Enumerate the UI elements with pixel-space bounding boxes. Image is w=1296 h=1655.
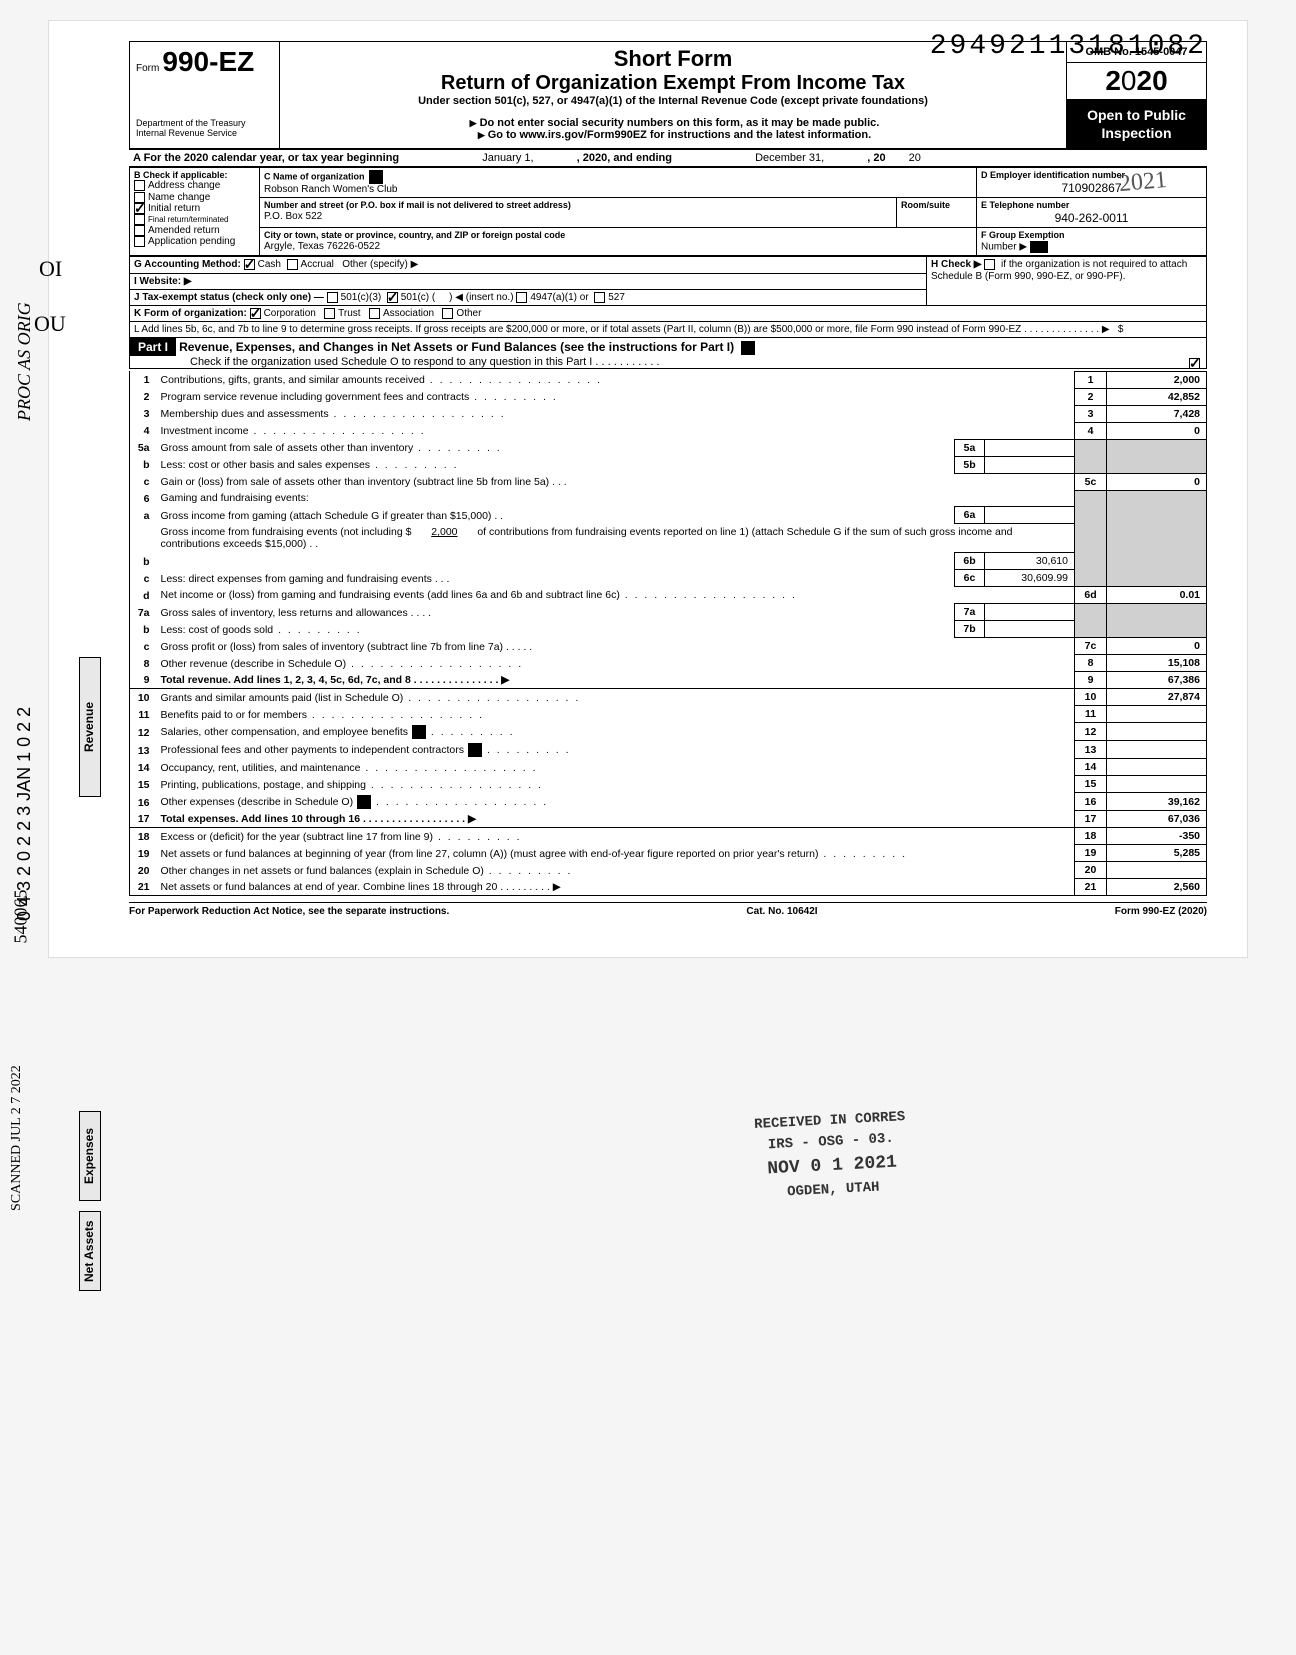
phone-value: 940-262-0011 xyxy=(981,211,1202,225)
group-exemption-num: Number ▶ xyxy=(981,242,1027,253)
chk-501c[interactable] xyxy=(387,292,398,303)
box-d-label: D Employer identification number xyxy=(981,170,1125,180)
chk-other-org[interactable] xyxy=(442,308,453,319)
under-section: Under section 501(c), 527, or 4947(a)(1)… xyxy=(286,95,1060,107)
city-value: Argyle, Texas 76226-0522 xyxy=(264,241,380,252)
box-e-label: E Telephone number xyxy=(981,200,1069,210)
form-ref: Form 990-EZ (2020) xyxy=(1115,906,1207,917)
cat-no: Cat. No. 10642I xyxy=(746,906,817,917)
chk-527[interactable] xyxy=(594,292,605,303)
form-number: 990-EZ xyxy=(162,46,254,77)
vtab-net-assets: Net Assets xyxy=(79,1211,101,1291)
part1-check-text: Check if the organization used Schedule … xyxy=(130,356,660,368)
lines-g-l: G Accounting Method: Cash Accrual Other … xyxy=(129,256,1207,337)
margin-bottom-code: 540065 xyxy=(11,890,32,944)
margin-ou: OU xyxy=(34,311,66,337)
website-line: I Website: ▶ xyxy=(134,276,192,287)
instructions-link: Go to www.irs.gov/Form990EZ for instruct… xyxy=(488,129,871,141)
irs-label: Internal Revenue Service xyxy=(136,128,273,138)
chk-cash[interactable] xyxy=(244,259,255,270)
chk-h[interactable] xyxy=(984,259,995,270)
vtab-revenue: Revenue xyxy=(79,657,101,797)
part1-label: Part I xyxy=(130,338,176,356)
room-label: Room/suite xyxy=(901,200,950,210)
irs-received-stamp: RECEIVED IN CORRES IRS - OSG - 03. NOV 0… xyxy=(754,1107,910,1205)
signature-year: 2021 xyxy=(1118,167,1168,198)
part1-title: Revenue, Expenses, and Changes in Net As… xyxy=(179,340,734,354)
chk-amended[interactable] xyxy=(134,225,145,236)
return-title: Return of Organization Exempt From Incom… xyxy=(286,72,1060,95)
chk-trust[interactable] xyxy=(324,308,335,319)
section-a-bar: A For the 2020 calendar year, or tax yea… xyxy=(129,149,1207,167)
dept-treasury: Department of the Treasury xyxy=(136,118,273,128)
part1-header: Part I Revenue, Expenses, and Changes in… xyxy=(129,338,1207,369)
box-f-label: F Group Exemption xyxy=(981,230,1065,240)
chk-app[interactable] xyxy=(134,236,145,247)
line-l-text: L Add lines 5b, 6c, and 7b to line 9 to … xyxy=(134,324,1110,335)
tracking-number: 29492113181082 xyxy=(930,31,1207,62)
margin-oi: OI xyxy=(39,256,62,282)
footer: For Paperwork Reduction Act Notice, see … xyxy=(129,902,1207,917)
chk-initial[interactable] xyxy=(134,203,145,214)
chk-final[interactable] xyxy=(134,214,145,225)
year-2: 2 xyxy=(1105,65,1121,96)
margin-scanned: SCANNED JUL 2 7 2022 xyxy=(9,1065,25,1211)
chk-assoc[interactable] xyxy=(369,308,380,319)
info-boxes: B Check if applicable: Address change Na… xyxy=(129,167,1207,256)
chk-501c3[interactable] xyxy=(327,292,338,303)
year-20: 20 xyxy=(1137,65,1168,96)
help-icon-2 xyxy=(741,341,755,355)
margin-proc: PROC AS ORIG xyxy=(14,302,35,421)
chk-4947[interactable] xyxy=(516,292,527,303)
form-page: 29492113181082 PROC AS ORIG OI OU 0 4 3 … xyxy=(48,20,1248,958)
chk-accrual[interactable] xyxy=(287,259,298,270)
org-name: Robson Ranch Women's Club xyxy=(264,184,397,195)
street-value: P.O. Box 522 xyxy=(264,211,322,222)
paperwork-notice: For Paperwork Reduction Act Notice, see … xyxy=(129,906,449,917)
box-c-label: C Name of organization xyxy=(264,172,365,182)
box-b-title: B Check if applicable: xyxy=(134,170,255,180)
no-ssn-warning: Do not enter social security numbers on … xyxy=(480,117,880,129)
chk-addr[interactable] xyxy=(134,180,145,191)
part1-lines: 1Contributions, gifts, grants, and simil… xyxy=(129,371,1207,897)
city-label: City or town, state or province, country… xyxy=(264,230,565,240)
vtab-expenses: Expenses xyxy=(79,1111,101,1201)
year-0: 0 xyxy=(1121,65,1137,96)
help-icon xyxy=(369,170,383,184)
ein-value: 710902867 xyxy=(981,181,1202,195)
form-prefix: Form xyxy=(136,63,159,74)
open-to-public: Open to Public Inspection xyxy=(1067,100,1206,148)
chk-corp[interactable] xyxy=(250,308,261,319)
street-label: Number and street (or P.O. box if mail i… xyxy=(264,200,571,210)
chk-schedule-o[interactable] xyxy=(1189,358,1200,369)
redacted-box xyxy=(1030,241,1048,253)
